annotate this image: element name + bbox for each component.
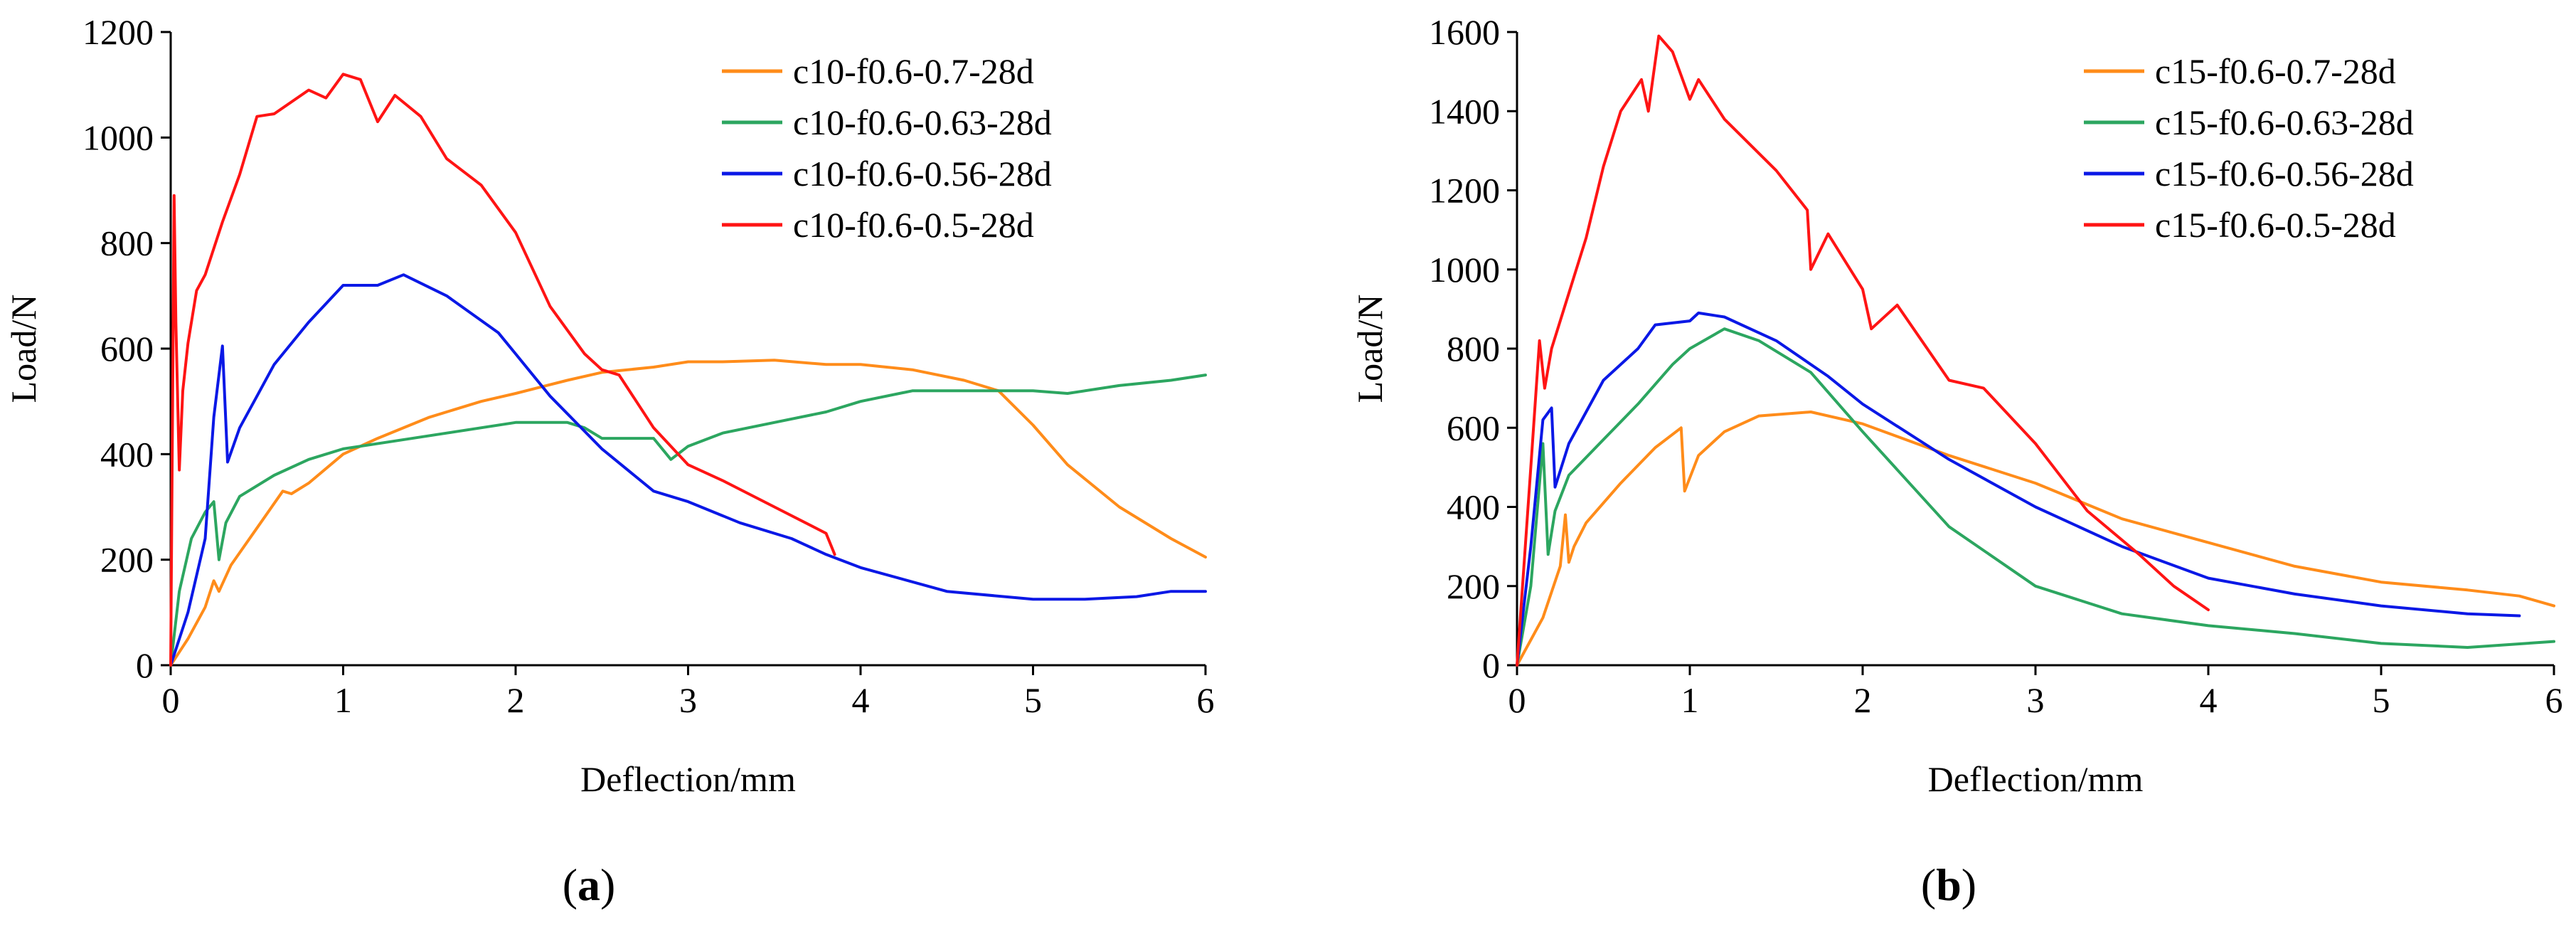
y-tick-label: 0 xyxy=(136,645,154,685)
y-tick-label: 1000 xyxy=(1429,250,1500,290)
series-line-c15-f0.6-0.5-28d xyxy=(1516,34,2210,667)
y-tick-label: 800 xyxy=(1447,329,1500,369)
series-line-c15-f0.6-0.56-28d xyxy=(1516,311,2521,667)
x-tick-label: 0 xyxy=(162,680,180,720)
y-axis-label: Load/N xyxy=(1350,295,1390,403)
x-tick-label: 6 xyxy=(2545,680,2563,720)
x-tick-label: 5 xyxy=(2373,680,2390,720)
legend-label: c15-f0.6-0.56-28d xyxy=(2155,154,2414,194)
legend-label: c10-f0.6-0.56-28d xyxy=(793,154,1052,194)
legend-label: c15-f0.6-0.63-28d xyxy=(2155,102,2414,142)
y-tick-label: 600 xyxy=(100,329,154,369)
x-tick-label: 1 xyxy=(334,680,352,720)
series-line-c15-f0.6-0.7-28d xyxy=(1516,411,2555,667)
x-tick-label: 6 xyxy=(1197,680,1215,720)
panel-label: (b) xyxy=(1921,859,1976,910)
y-tick-label: 1400 xyxy=(1429,91,1500,131)
y-tick-label: 1600 xyxy=(1429,12,1500,52)
series-line-c10-f0.6-0.5-28d xyxy=(169,73,836,667)
x-tick-label: 2 xyxy=(1854,680,1872,720)
y-tick-label: 1000 xyxy=(83,117,154,157)
y-tick-label: 600 xyxy=(1447,408,1500,448)
x-tick-label: 1 xyxy=(1681,680,1699,720)
chart-panel-b: 0 200 400 600 800 1000 1200 1400 1600 0 1 2 3 4 5 6 Defl… xyxy=(1350,12,2563,910)
panel-label: (a) xyxy=(563,859,616,910)
x-axis-label: Deflection/mm xyxy=(1928,759,2144,799)
x-tick-label: 5 xyxy=(1024,680,1042,720)
chart-panel-a: 0 200 400 600 800 1000 1200 0 1 2 3 4 5 6 Deflection/m… xyxy=(4,12,1215,910)
x-tick-label: 2 xyxy=(507,680,525,720)
x-tick-label: 4 xyxy=(2200,680,2218,720)
legend-label: c15-f0.6-0.7-28d xyxy=(2155,51,2396,91)
series-line-c10-f0.6-0.7-28d xyxy=(169,359,1207,667)
series-line-c15-f0.6-0.63-28d xyxy=(1516,327,2555,667)
series-line-c10-f0.6-0.56-28d xyxy=(169,273,1207,667)
x-tick-label: 0 xyxy=(1508,680,1526,720)
y-axis-label: Load/N xyxy=(4,295,43,403)
series-line-c10-f0.6-0.63-28d xyxy=(169,374,1207,667)
x-tick-label: 3 xyxy=(679,680,697,720)
y-tick-label: 1200 xyxy=(1429,171,1500,211)
legend-label: c10-f0.6-0.7-28d xyxy=(793,51,1034,91)
x-axis-label: Deflection/mm xyxy=(580,759,796,799)
x-tick-label: 3 xyxy=(2027,680,2045,720)
y-tick-label: 1200 xyxy=(83,12,154,52)
legend-label: c15-f0.6-0.5-28d xyxy=(2155,205,2396,245)
y-tick-label: 400 xyxy=(1447,487,1500,527)
legend-label: c10-f0.6-0.5-28d xyxy=(793,205,1034,245)
y-tick-label: 800 xyxy=(100,223,154,263)
y-tick-label: 0 xyxy=(1482,645,1500,685)
y-tick-label: 200 xyxy=(100,540,154,580)
y-tick-label: 200 xyxy=(1447,566,1500,606)
legend-label: c10-f0.6-0.63-28d xyxy=(793,102,1052,142)
y-tick-label: 400 xyxy=(100,434,154,474)
x-tick-label: 4 xyxy=(852,680,870,720)
